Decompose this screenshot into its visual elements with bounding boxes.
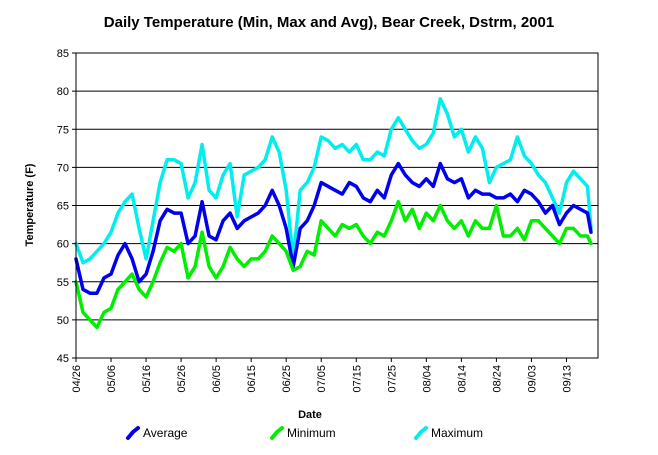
y-tick-label: 70 — [57, 162, 69, 174]
x-tick-label: 06/25 — [281, 365, 293, 393]
series-layer — [74, 97, 593, 330]
legend-swatch-maximum — [414, 426, 428, 440]
legend-label-minimum: Minimum — [287, 426, 336, 440]
legend-item-minimum: Minimum — [270, 426, 336, 440]
x-tick-label: 05/06 — [106, 365, 118, 393]
y-tick-label: 50 — [57, 315, 69, 327]
chart-title: Daily Temperature (Min, Max and Avg), Be… — [104, 14, 554, 31]
x-tick-label: 09/03 — [526, 365, 538, 393]
legend-label-average: Average — [143, 426, 188, 440]
x-axis: 04/26 05/06 05/16 05/26 06/05 06/15 06/25 07/05… — [71, 358, 573, 393]
series-line-minimum — [74, 199, 593, 330]
y-tick-label: 85 — [57, 48, 69, 60]
x-tick-label: 04/26 — [71, 365, 83, 393]
x-axis-title: Date — [298, 409, 322, 421]
y-tick-label: 60 — [57, 239, 69, 251]
y-axis: 45 50 55 60 65 70 75 80 85 — [57, 48, 76, 365]
legend-label-maximum: Maximum — [431, 426, 483, 440]
y-tick-label: 80 — [57, 86, 69, 98]
series-line-maximum — [74, 97, 593, 265]
legend: Average Minimum Maximum — [126, 426, 483, 440]
x-tick-label: 07/05 — [316, 365, 328, 393]
legend-item-average: Average — [126, 426, 188, 440]
y-tick-label: 75 — [57, 124, 69, 136]
series-line-average — [74, 161, 593, 295]
x-tick-label: 05/16 — [141, 365, 153, 393]
y-tick-label: 55 — [57, 277, 69, 289]
y-axis-title: Temperature (F) — [24, 163, 36, 246]
x-tick-label: 08/24 — [491, 365, 503, 393]
x-tick-label: 07/25 — [386, 365, 398, 393]
x-tick-label: 08/04 — [421, 365, 433, 393]
y-tick-label: 65 — [57, 201, 69, 213]
x-tick-label: 06/15 — [246, 365, 258, 393]
y-tick-label: 45 — [57, 353, 69, 365]
x-tick-label: 07/15 — [351, 365, 363, 393]
legend-swatch-average — [126, 426, 140, 440]
legend-swatch-minimum — [270, 426, 284, 440]
x-tick-label: 09/13 — [561, 365, 573, 393]
legend-item-maximum: Maximum — [414, 426, 483, 440]
x-tick-label: 06/05 — [211, 365, 223, 393]
x-tick-label: 05/26 — [176, 365, 188, 393]
x-tick-label: 08/14 — [456, 365, 468, 393]
